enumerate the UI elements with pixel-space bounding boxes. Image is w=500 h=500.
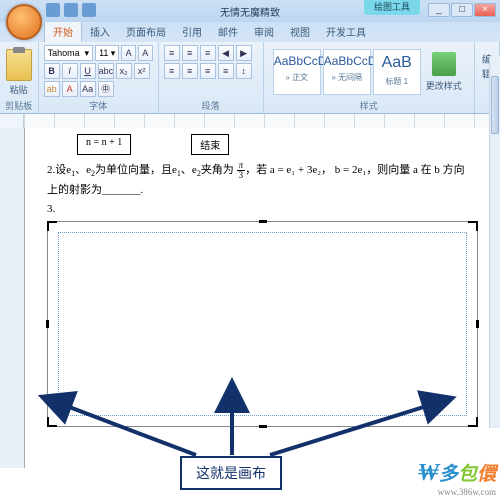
window-title: 无情无魔精致 <box>220 4 280 19</box>
font-family-select[interactable]: Tahoma▾ <box>44 45 94 61</box>
change-styles-button[interactable]: 更改样式 <box>423 49 465 106</box>
tab-home[interactable]: 开始 <box>44 20 82 42</box>
justify-button[interactable]: ≡ <box>218 63 234 79</box>
highlight-button[interactable]: ab <box>44 81 60 97</box>
office-button[interactable] <box>6 4 42 40</box>
font-group-label: 字体 <box>39 99 158 112</box>
problem-2-text: 2.设e1、e2为单位向量，且e1、e2夹角为 π3，若 a = e₁ + 3e… <box>47 161 478 180</box>
paste-icon[interactable] <box>6 49 32 81</box>
bold-button[interactable]: B <box>44 63 60 79</box>
handle-lm[interactable] <box>46 320 49 328</box>
styles-group-label: 样式 <box>264 99 474 112</box>
qat-undo-icon[interactable] <box>64 3 78 17</box>
handle-bm[interactable] <box>259 425 267 428</box>
tab-view[interactable]: 视图 <box>282 21 318 42</box>
line-spacing-button[interactable]: ↕ <box>236 63 252 79</box>
ruler-horizontal <box>0 114 500 128</box>
contextual-tab-label[interactable]: 绘图工具 <box>364 0 420 15</box>
minimize-button[interactable]: _ <box>428 3 450 17</box>
enclose-char-button[interactable]: ㊥ <box>98 81 114 97</box>
group-clipboard: 粘贴 剪贴板 <box>0 42 39 113</box>
ruler-vertical <box>0 128 24 468</box>
tab-review[interactable]: 审阅 <box>246 21 282 42</box>
problem-2-line2: 上的射影为_______. <box>47 182 478 199</box>
document-area: n = n + 1 结束 2.设e1、e2为单位向量，且e1、e2夹角为 π3，… <box>0 128 500 468</box>
handle-bl[interactable] <box>47 417 57 427</box>
ribbon: 粘贴 剪贴板 Tahoma▾ 11▾ A A B I U abc x₂ x² a… <box>0 42 500 114</box>
qat-redo-icon[interactable] <box>82 3 96 17</box>
underline-button[interactable]: U <box>80 63 96 79</box>
superscript-button[interactable]: x² <box>134 63 150 79</box>
style-nospace[interactable]: AaBbCcD» 无间隔 <box>323 49 371 95</box>
tab-layout[interactable]: 页面布局 <box>118 21 174 42</box>
canvas-selection <box>58 232 467 416</box>
indent-inc-button[interactable]: ▶ <box>236 45 252 61</box>
shrink-font-button[interactable]: A <box>138 45 153 61</box>
align-center-button[interactable]: ≡ <box>182 63 198 79</box>
font-size-select[interactable]: 11▾ <box>95 45 119 61</box>
subscript-button[interactable]: x₂ <box>116 63 132 79</box>
tab-refs[interactable]: 引用 <box>174 21 210 42</box>
watermark: ₩多包儇 www.386w.com <box>418 459 496 497</box>
flowchart-box-1[interactable]: n = n + 1 <box>77 134 131 155</box>
char-shading-button[interactable]: Aa <box>80 81 96 97</box>
italic-button[interactable]: I <box>62 63 78 79</box>
tab-mail[interactable]: 邮件 <box>210 21 246 42</box>
annotation-callout: 这就是画布 <box>180 456 282 490</box>
tab-dev[interactable]: 开发工具 <box>318 21 374 42</box>
paragraph-group-label: 段落 <box>159 99 263 112</box>
indent-dec-button[interactable]: ◀ <box>218 45 234 61</box>
style-normal[interactable]: AaBbCcD» 正文 <box>273 49 321 95</box>
handle-tm[interactable] <box>259 220 267 223</box>
grow-font-button[interactable]: A <box>121 45 136 61</box>
font-color-button[interactable]: A <box>62 81 78 97</box>
flowchart-box-2[interactable]: 结束 <box>191 134 229 155</box>
page-content[interactable]: n = n + 1 结束 2.设e1、e2为单位向量，且e1、e2夹角为 π3，… <box>24 128 500 468</box>
group-styles: AaBbCcD» 正文 AaBbCcD» 无间隔 AaB标题 1 更改样式 样式 <box>264 42 475 113</box>
handle-tr[interactable] <box>468 221 478 231</box>
drawing-canvas[interactable] <box>47 221 478 427</box>
vertical-scrollbar[interactable] <box>489 56 500 428</box>
tab-insert[interactable]: 插入 <box>82 21 118 42</box>
multilevel-button[interactable]: ≡ <box>200 45 216 61</box>
titlebar: 无情无魔精致 绘图工具 _ □ × <box>0 0 500 22</box>
handle-br[interactable] <box>468 417 478 427</box>
problem-3-label: 3. <box>47 201 478 218</box>
quick-access-toolbar <box>46 3 96 17</box>
handle-tl[interactable] <box>47 221 57 231</box>
align-right-button[interactable]: ≡ <box>200 63 216 79</box>
handle-rm[interactable] <box>476 320 479 328</box>
clipboard-group-label: 剪贴板 <box>0 99 38 112</box>
close-button[interactable]: × <box>474 3 496 17</box>
paste-label[interactable]: 粘贴 <box>5 83 33 96</box>
bullets-button[interactable]: ≡ <box>164 45 180 61</box>
align-left-button[interactable]: ≡ <box>164 63 180 79</box>
style-heading1[interactable]: AaB标题 1 <box>373 49 421 95</box>
ribbon-tabs: 开始 插入 页面布局 引用 邮件 审阅 视图 开发工具 <box>0 22 500 42</box>
scrollbar-thumb[interactable] <box>491 76 499 134</box>
qat-save-icon[interactable] <box>46 3 60 17</box>
group-font: Tahoma▾ 11▾ A A B I U abc x₂ x² ab A Aa … <box>39 42 159 113</box>
strike-button[interactable]: abc <box>98 63 114 79</box>
group-paragraph: ≡ ≡ ≡ ◀ ▶ ≡ ≡ ≡ ≡ ↕ 段落 <box>159 42 264 113</box>
numbering-button[interactable]: ≡ <box>182 45 198 61</box>
change-styles-icon <box>432 52 456 76</box>
maximize-button[interactable]: □ <box>451 3 473 17</box>
